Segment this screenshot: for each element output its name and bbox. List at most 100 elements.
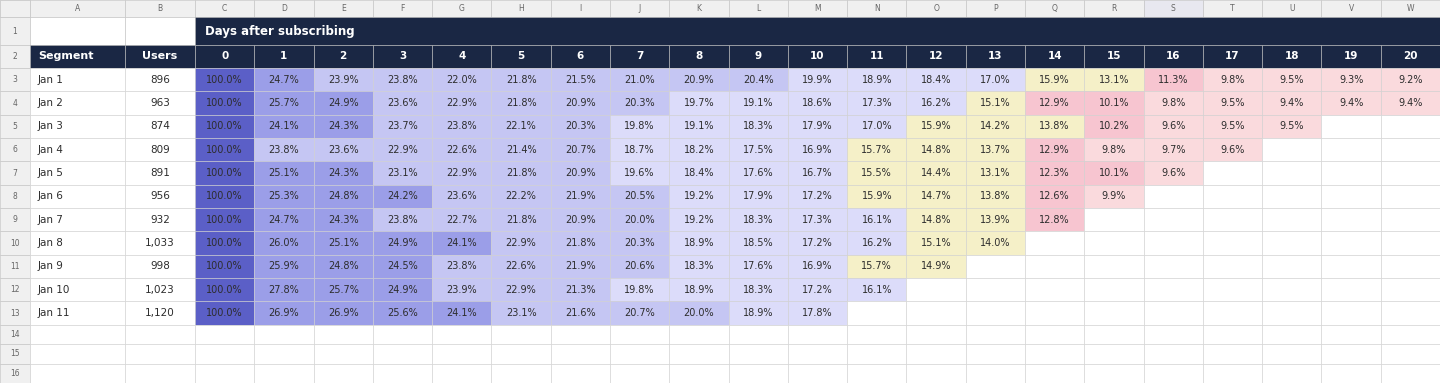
Text: 20: 20 — [1403, 51, 1417, 61]
Bar — [194, 301, 255, 325]
Bar — [729, 231, 788, 255]
Bar — [255, 161, 314, 185]
Text: Jan 11: Jan 11 — [37, 308, 71, 318]
Bar — [255, 185, 314, 208]
Text: 18.6%: 18.6% — [802, 98, 832, 108]
Text: 2: 2 — [340, 51, 347, 61]
Text: 24.9%: 24.9% — [387, 285, 418, 295]
Bar — [906, 301, 966, 325]
Text: 17.0%: 17.0% — [981, 75, 1011, 85]
Bar — [1025, 325, 1084, 344]
Bar — [125, 278, 194, 301]
Text: Users: Users — [143, 51, 177, 61]
Bar — [491, 45, 550, 68]
Bar — [847, 208, 906, 231]
Bar — [0, 161, 30, 185]
Text: 27.8%: 27.8% — [268, 285, 300, 295]
Bar — [611, 301, 670, 325]
Text: 21.0%: 21.0% — [625, 75, 655, 85]
Text: Jan 10: Jan 10 — [37, 285, 71, 295]
Text: 12.9%: 12.9% — [1040, 98, 1070, 108]
Bar — [906, 138, 966, 161]
Text: 14.4%: 14.4% — [920, 168, 952, 178]
Bar — [1261, 45, 1322, 68]
Bar — [729, 255, 788, 278]
Bar — [1261, 185, 1322, 208]
Bar — [125, 231, 194, 255]
Text: 20.0%: 20.0% — [684, 308, 714, 318]
Text: 25.7%: 25.7% — [268, 98, 300, 108]
Bar — [491, 0, 550, 18]
Bar — [847, 185, 906, 208]
Bar — [847, 45, 906, 68]
Text: Jan 1: Jan 1 — [37, 75, 63, 85]
Bar — [1202, 231, 1261, 255]
Bar — [1261, 231, 1322, 255]
Bar — [966, 208, 1025, 231]
Bar — [1143, 344, 1202, 363]
Bar — [1025, 45, 1084, 68]
Text: 9.8%: 9.8% — [1102, 145, 1126, 155]
Text: 6: 6 — [13, 145, 17, 154]
Bar — [906, 92, 966, 115]
Bar — [611, 231, 670, 255]
Bar — [847, 325, 906, 344]
Bar — [1261, 138, 1322, 161]
Bar — [491, 161, 550, 185]
Bar — [550, 255, 611, 278]
Bar — [1322, 92, 1381, 115]
Bar — [432, 115, 491, 138]
Bar — [1381, 161, 1440, 185]
Bar — [194, 231, 255, 255]
Bar — [1381, 0, 1440, 18]
Bar — [0, 115, 30, 138]
Bar — [670, 0, 729, 18]
Bar — [1322, 45, 1381, 68]
Bar — [670, 231, 729, 255]
Bar — [0, 231, 30, 255]
Bar — [125, 363, 194, 383]
Bar — [491, 92, 550, 115]
Text: 24.3%: 24.3% — [328, 168, 359, 178]
Bar — [1143, 161, 1202, 185]
Bar — [194, 255, 255, 278]
Bar — [1143, 185, 1202, 208]
Bar — [1202, 325, 1261, 344]
Text: 4: 4 — [13, 98, 17, 108]
Text: 13.8%: 13.8% — [981, 192, 1011, 201]
Bar — [194, 45, 255, 68]
Text: 16.2%: 16.2% — [861, 238, 893, 248]
Bar — [432, 278, 491, 301]
Text: 9: 9 — [13, 215, 17, 224]
Bar — [611, 92, 670, 115]
Bar — [1084, 344, 1143, 363]
Bar — [1025, 138, 1084, 161]
Text: 100.0%: 100.0% — [206, 75, 243, 85]
Bar — [373, 301, 432, 325]
Bar — [670, 45, 729, 68]
Bar — [670, 185, 729, 208]
Bar — [373, 68, 432, 92]
Text: 24.9%: 24.9% — [328, 98, 359, 108]
Bar — [729, 115, 788, 138]
Bar — [611, 115, 670, 138]
Bar — [1381, 185, 1440, 208]
Bar — [670, 301, 729, 325]
Text: 20.3%: 20.3% — [625, 98, 655, 108]
Text: N: N — [874, 4, 880, 13]
Bar — [847, 278, 906, 301]
Text: 23.8%: 23.8% — [387, 215, 418, 225]
Text: 10.2%: 10.2% — [1099, 121, 1129, 131]
Bar — [0, 344, 30, 363]
Bar — [1202, 92, 1261, 115]
Bar — [30, 363, 125, 383]
Text: 23.9%: 23.9% — [446, 285, 477, 295]
Bar — [729, 185, 788, 208]
Text: 9.4%: 9.4% — [1398, 98, 1423, 108]
Text: 7: 7 — [636, 51, 644, 61]
Bar — [966, 45, 1025, 68]
Bar — [729, 0, 788, 18]
Bar — [0, 255, 30, 278]
Bar — [314, 115, 373, 138]
Bar — [1202, 208, 1261, 231]
